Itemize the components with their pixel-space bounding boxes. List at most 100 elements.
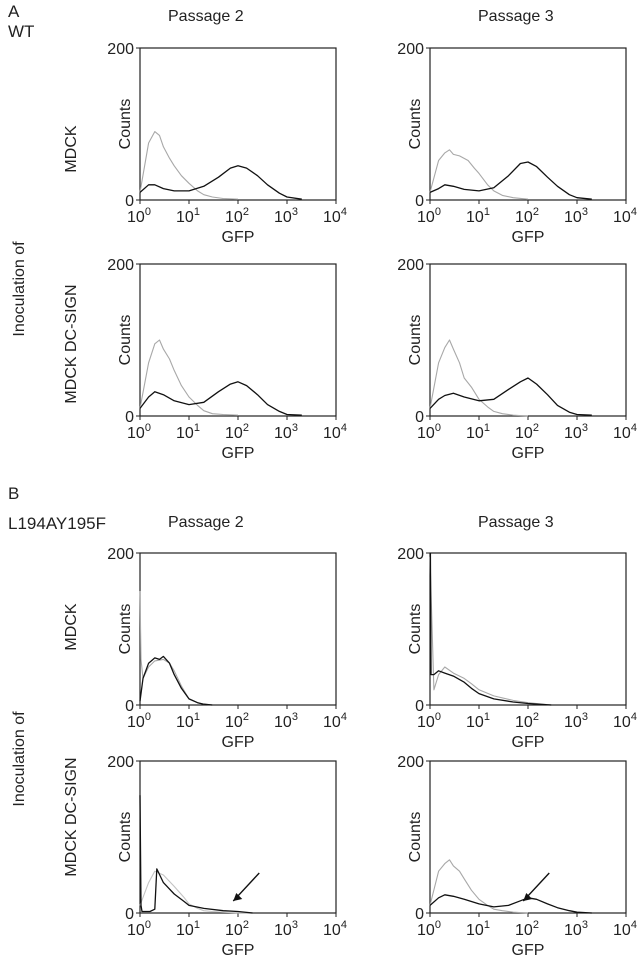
y-axis-label: Counts bbox=[117, 99, 134, 150]
y-tick-label: 200 bbox=[107, 546, 134, 563]
x-tick-label: 102 bbox=[225, 422, 249, 442]
x-tick-label: 101 bbox=[466, 422, 490, 442]
x-tick-label: 101 bbox=[466, 206, 490, 226]
y-tick-label: 0 bbox=[415, 193, 424, 210]
x-axis-label: GFP bbox=[512, 229, 545, 246]
x-tick-label: 102 bbox=[225, 919, 249, 939]
x-tick-label: 101 bbox=[176, 919, 200, 939]
y-tick-label: 200 bbox=[397, 257, 424, 274]
histogram-plot-4: 0 200 Counts 100 101 102 103 104 GFP bbox=[397, 257, 637, 462]
x-tick-label: 102 bbox=[515, 711, 539, 731]
annotation-arrow bbox=[232, 872, 260, 902]
x-tick-label: 102 bbox=[515, 919, 539, 939]
x-tick-label: 102 bbox=[515, 422, 539, 442]
annotation-arrow bbox=[522, 872, 550, 902]
y-tick-label: 0 bbox=[125, 698, 134, 715]
light-histogram-line bbox=[139, 870, 253, 914]
dark-histogram-line bbox=[139, 655, 213, 706]
y-tick-label: 200 bbox=[107, 41, 134, 58]
y-axis-label: Counts bbox=[407, 812, 424, 863]
x-axis-label: GFP bbox=[512, 734, 545, 751]
x-axis-label: GFP bbox=[222, 445, 255, 462]
light-histogram-line bbox=[139, 590, 213, 706]
histogram-plot-8: 0 200 Counts 100 101 102 103 104 GFP bbox=[397, 754, 637, 959]
y-tick-label: 200 bbox=[397, 754, 424, 771]
panel-a-construct: WT bbox=[8, 22, 35, 41]
x-tick-label: 104 bbox=[323, 422, 347, 442]
y-axis-label: Counts bbox=[407, 604, 424, 655]
x-tick-label: 101 bbox=[176, 206, 200, 226]
histogram-plot-5: 0 200 Counts 100 101 102 103 104 GFP bbox=[107, 546, 347, 751]
x-tick-label: 100 bbox=[127, 422, 151, 442]
x-axis-label: GFP bbox=[222, 942, 255, 959]
panel-b-construct: L194AY195F bbox=[8, 514, 106, 533]
x-tick-label: 100 bbox=[417, 206, 441, 226]
x-tick-label: 100 bbox=[127, 711, 151, 731]
y-tick-label: 0 bbox=[125, 193, 134, 210]
light-histogram-line bbox=[429, 556, 552, 706]
x-tick-label: 104 bbox=[613, 422, 637, 442]
x-axis-label: GFP bbox=[512, 942, 545, 959]
x-tick-label: 101 bbox=[466, 711, 490, 731]
x-tick-label: 103 bbox=[564, 919, 588, 939]
dark-histogram-line bbox=[429, 894, 592, 914]
light-histogram-line bbox=[139, 131, 239, 200]
histogram-plot-7: 0 200 Counts 100 101 102 103 104 GFP bbox=[107, 754, 347, 959]
x-axis-label: GFP bbox=[222, 229, 255, 246]
y-tick-label: 0 bbox=[415, 698, 424, 715]
x-tick-label: 104 bbox=[323, 206, 347, 226]
panel-a-letter: A bbox=[8, 2, 20, 21]
x-tick-label: 103 bbox=[274, 711, 298, 731]
dark-histogram-line bbox=[429, 552, 552, 706]
y-tick-label: 0 bbox=[415, 409, 424, 426]
dark-histogram-line bbox=[139, 795, 253, 914]
x-tick-label: 103 bbox=[564, 206, 588, 226]
plot-frame bbox=[429, 760, 627, 914]
y-tick-label: 0 bbox=[125, 906, 134, 923]
plot-frame bbox=[139, 760, 337, 914]
plot-frame bbox=[429, 552, 627, 706]
panel-a-col-passage-2: Passage 2 bbox=[168, 8, 244, 25]
y-tick-label: 0 bbox=[415, 906, 424, 923]
x-tick-label: 103 bbox=[564, 422, 588, 442]
x-tick-label: 104 bbox=[613, 711, 637, 731]
light-histogram-line bbox=[139, 339, 239, 416]
y-axis-label: Counts bbox=[407, 99, 424, 150]
y-tick-label: 200 bbox=[107, 257, 134, 274]
y-axis-label: Counts bbox=[117, 812, 134, 863]
x-tick-label: 104 bbox=[323, 919, 347, 939]
dark-histogram-line bbox=[139, 165, 302, 200]
panel-b-col-passage-2: Passage 2 bbox=[168, 514, 244, 531]
x-tick-label: 100 bbox=[127, 919, 151, 939]
y-tick-label: 0 bbox=[125, 409, 134, 426]
histogram-plot-3: 0 200 Counts 100 101 102 103 104 GFP bbox=[107, 257, 347, 462]
x-axis-label: GFP bbox=[512, 445, 545, 462]
y-axis-label: Counts bbox=[407, 315, 424, 366]
light-histogram-line bbox=[429, 339, 529, 417]
panel-b-col-passage-3: Passage 3 bbox=[478, 514, 554, 531]
x-tick-label: 101 bbox=[466, 919, 490, 939]
x-tick-label: 104 bbox=[613, 206, 637, 226]
plot-frame bbox=[139, 263, 337, 417]
x-tick-label: 104 bbox=[323, 711, 347, 731]
x-tick-label: 103 bbox=[274, 422, 298, 442]
x-tick-label: 102 bbox=[225, 206, 249, 226]
x-axis-label: GFP bbox=[222, 734, 255, 751]
panel-a-col-passage-3: Passage 3 bbox=[478, 8, 554, 25]
x-tick-label: 101 bbox=[176, 422, 200, 442]
x-tick-label: 102 bbox=[225, 711, 249, 731]
dark-histogram-line bbox=[429, 377, 592, 416]
x-tick-label: 103 bbox=[274, 919, 298, 939]
x-tick-label: 103 bbox=[274, 206, 298, 226]
light-histogram-line bbox=[429, 859, 529, 914]
x-tick-label: 103 bbox=[564, 711, 588, 731]
x-tick-label: 100 bbox=[127, 206, 151, 226]
y-tick-label: 200 bbox=[397, 546, 424, 563]
y-axis-label: Counts bbox=[117, 604, 134, 655]
plot-frame bbox=[429, 47, 627, 201]
panel-b-letter: B bbox=[8, 484, 20, 503]
x-tick-label: 100 bbox=[417, 422, 441, 442]
y-axis-label: Counts bbox=[117, 315, 134, 366]
dark-histogram-line bbox=[139, 381, 302, 416]
